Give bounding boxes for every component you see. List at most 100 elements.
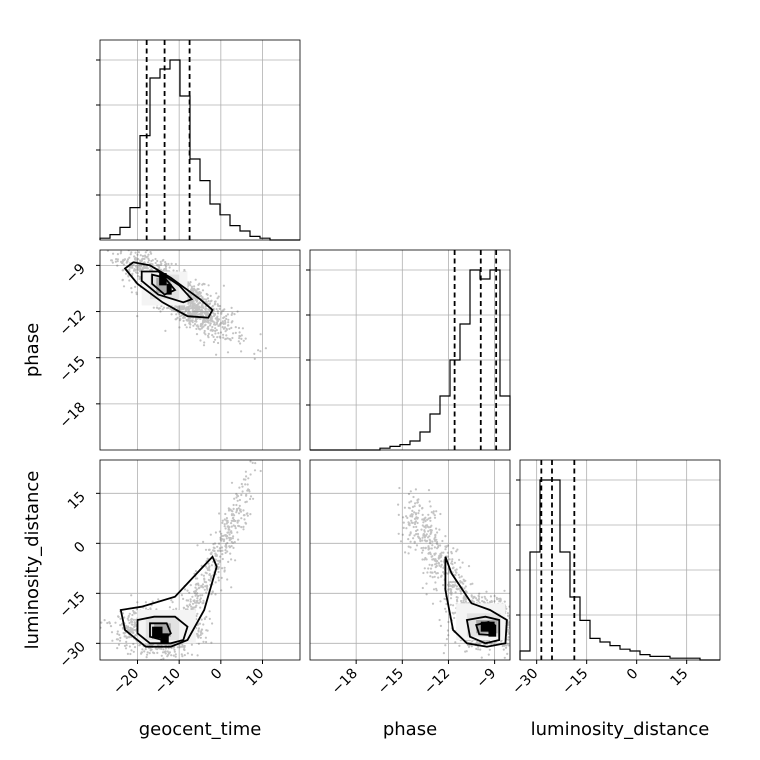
scatter-point [122, 285, 126, 288]
scatter-point [422, 546, 425, 549]
scatter-point [211, 320, 214, 323]
scatter-point [132, 650, 135, 653]
scatter-point [401, 533, 404, 536]
scatter-point [430, 555, 433, 558]
scatter-point [427, 513, 430, 516]
scatter-point [415, 529, 418, 533]
scatter-point [216, 545, 219, 548]
scatter-point [185, 326, 188, 329]
scatter-point [198, 307, 201, 310]
scatter-point [428, 551, 431, 555]
scatter-point [207, 321, 210, 324]
scatter-point [238, 337, 241, 340]
scatter-point [244, 501, 247, 504]
scatter-point [151, 651, 155, 654]
scatter-point [450, 593, 453, 596]
scatter-point [217, 567, 220, 570]
scatter-point [200, 585, 203, 588]
scatter-point [187, 319, 190, 322]
scatter-point [503, 600, 506, 603]
scatter-point [230, 530, 233, 533]
scatter-point [452, 566, 455, 569]
scatter-point [465, 598, 468, 601]
scatter-point [125, 261, 128, 264]
scatter-point [193, 285, 196, 288]
scatter-point [187, 605, 190, 608]
scatter-point [199, 291, 202, 294]
scatter-point [432, 588, 436, 591]
scatter-point [206, 557, 209, 560]
scatter-point [185, 306, 188, 309]
contour-line [475, 621, 496, 636]
x-tick-label: 0 [624, 666, 642, 684]
scatter-point [478, 642, 481, 645]
scatter-point [192, 306, 195, 309]
scatter-point [209, 319, 212, 322]
scatter-point [159, 263, 162, 266]
scatter-point [408, 534, 411, 537]
scatter-point [460, 575, 463, 578]
scatter-point [478, 592, 481, 595]
scatter-point [133, 268, 136, 271]
scatter-point [132, 642, 135, 646]
scatter-point [227, 526, 230, 530]
scatter-point [224, 527, 227, 530]
scatter-point [211, 590, 214, 593]
scatter-point [414, 520, 418, 523]
scatter-point [181, 306, 184, 309]
scatter-point [218, 559, 221, 563]
scatter-point [215, 554, 218, 558]
scatter-point [451, 585, 454, 588]
scatter-point [183, 646, 186, 649]
scatter-point [451, 558, 454, 561]
scatter-point [192, 303, 195, 306]
scatter-point [126, 258, 130, 261]
scatter-point [224, 545, 227, 548]
scatter-point [131, 266, 134, 269]
scatter-point [236, 507, 239, 511]
scatter-point [407, 506, 410, 509]
scatter-point [227, 531, 230, 534]
scatter-point [444, 607, 447, 610]
scatter-point [212, 312, 215, 315]
scatter-point [458, 558, 461, 562]
scatter-point [220, 589, 223, 592]
scatter-point [125, 644, 128, 647]
y-axis-label-luminosity-distance: luminosity_distance [22, 471, 43, 650]
scatter-point [225, 334, 228, 337]
scatter-point [192, 311, 195, 314]
scatter-point [454, 569, 457, 572]
scatter-point [447, 634, 450, 637]
y-axis-label-phase: phase [22, 323, 43, 377]
scatter-point [228, 327, 231, 330]
scatter-point [202, 306, 205, 309]
scatter-point [192, 313, 195, 316]
scatter-point [201, 319, 205, 323]
scatter-point [194, 310, 197, 313]
scatter-point [214, 338, 217, 341]
scatter-point [196, 634, 199, 638]
scatter-point [216, 315, 219, 318]
scatter-point [127, 626, 130, 629]
scatter-point [184, 310, 187, 313]
scatter-point [242, 525, 245, 529]
scatter-point [168, 651, 171, 654]
scatter-point [433, 570, 436, 574]
scatter-point [139, 259, 142, 262]
scatter-point [140, 268, 143, 271]
scatter-point [204, 298, 207, 301]
scatter-point [161, 259, 164, 262]
scatter-point [222, 534, 225, 537]
scatter-point [163, 651, 166, 654]
scatter-point [451, 584, 454, 587]
scatter-point [136, 264, 139, 267]
density-fill [141, 271, 188, 306]
scatter-point [136, 271, 139, 274]
scatter-point [196, 311, 199, 314]
scatter-point [195, 320, 198, 323]
scatter-point [199, 597, 202, 600]
scatter-point [126, 617, 129, 620]
scatter-point [156, 264, 159, 267]
scatter-point [478, 595, 481, 598]
